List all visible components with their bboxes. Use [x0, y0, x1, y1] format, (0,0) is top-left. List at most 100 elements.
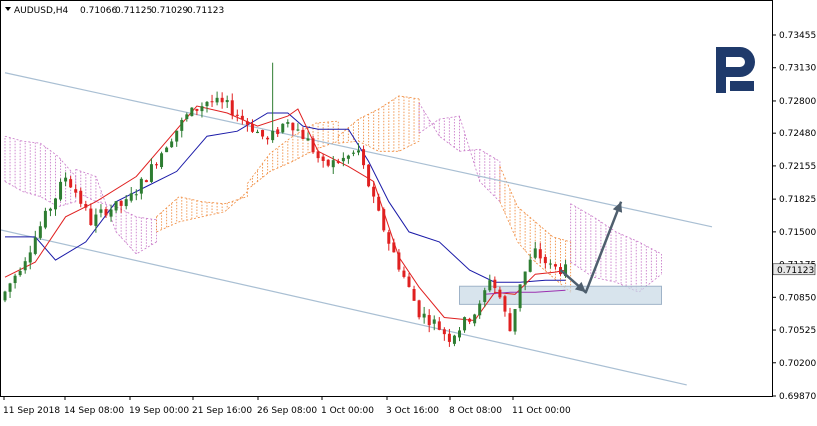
candle-body — [508, 313, 512, 332]
candle-body — [139, 178, 143, 194]
price-tick-label: 0.71825 — [779, 195, 816, 205]
candle-body — [33, 237, 37, 254]
candle-body — [447, 333, 451, 342]
candle-body — [99, 209, 103, 213]
candle-body — [256, 131, 259, 134]
current-price-label: 0.71123 — [772, 263, 816, 276]
senkou-a-line — [418, 102, 501, 162]
price-tick-label: 0.70200 — [779, 359, 816, 369]
support-zone — [459, 285, 662, 305]
senkou-a-line — [156, 196, 248, 218]
candle-body — [427, 315, 431, 326]
candle-body — [13, 275, 17, 284]
chart-header: AUDUSD,H4 0.71066 0.71125 0.71029 0.7112… — [5, 6, 224, 16]
candle-body — [503, 296, 507, 312]
candle-body — [382, 209, 386, 231]
candle-body — [185, 114, 189, 120]
candle-body — [523, 271, 527, 285]
candle-body — [341, 157, 345, 162]
candle-body — [8, 283, 12, 292]
candle-body — [271, 130, 275, 141]
price-tick-label: 0.70850 — [779, 293, 816, 303]
candle-body — [69, 179, 73, 188]
time-tick-label: 19 Sep 00:00 — [129, 406, 189, 416]
price-tick-label: 0.69870 — [779, 392, 816, 402]
candle-body — [89, 208, 93, 225]
candle-body — [321, 156, 325, 161]
candle-body — [165, 147, 169, 153]
candle-body — [306, 138, 310, 141]
senkou-b-line — [4, 135, 77, 177]
candle-body — [79, 190, 83, 204]
candle-body — [493, 279, 497, 289]
menu-triangle-icon[interactable] — [5, 7, 11, 11]
candle-body — [351, 152, 355, 154]
candle-body — [170, 141, 174, 148]
candle-body — [392, 242, 396, 253]
candle-body — [124, 199, 128, 207]
candle-body — [513, 308, 517, 332]
candle-body — [109, 209, 113, 217]
time-tick-label: 26 Sep 08:00 — [257, 406, 317, 416]
price-tick-label: 0.71500 — [779, 228, 816, 238]
candle-body — [488, 280, 492, 291]
high-value: 0.71125 — [115, 6, 152, 16]
candle-body — [498, 289, 502, 298]
price-tick-label: 0.72480 — [779, 129, 816, 139]
candle-body — [296, 129, 300, 131]
candle-body — [564, 264, 568, 277]
candle-body — [417, 300, 421, 318]
candle-body — [372, 186, 376, 197]
candle-body — [286, 122, 290, 124]
candle-body — [54, 198, 57, 210]
candle-body — [533, 248, 537, 258]
senkou-a-line — [247, 140, 339, 190]
candle-body — [261, 129, 265, 137]
candle-body — [220, 97, 224, 103]
candle-body — [119, 200, 123, 206]
candle-body — [281, 123, 285, 133]
low-value: 0.71029 — [151, 6, 188, 16]
candle-body — [473, 314, 477, 324]
candle-body — [478, 303, 482, 316]
candle-body — [64, 177, 68, 182]
candle-body — [402, 270, 406, 277]
candles — [3, 62, 568, 347]
candle-body — [74, 189, 78, 193]
candle-body — [18, 270, 22, 276]
time-tick-label: 1 Oct 00:00 — [321, 406, 374, 416]
price-axis: 0.73455 0.73130 0.72800 0.72480 0.72155 0.718… — [772, 31, 816, 402]
candle-body — [543, 256, 547, 264]
channel-lower-line — [1, 229, 687, 386]
senkou-b-line — [338, 140, 420, 152]
candle-body — [225, 100, 229, 103]
close-value: 0.71123 — [187, 6, 224, 16]
candle-body — [215, 97, 219, 103]
candle-body — [412, 288, 416, 301]
candle-body — [387, 232, 391, 244]
candle-body — [483, 290, 487, 302]
time-tick-label: 14 Sep 08:00 — [64, 406, 124, 416]
candle-body — [346, 155, 350, 159]
price-tick-label: 0.73455 — [779, 31, 816, 41]
candle-body — [452, 335, 456, 344]
senkou-a-line — [570, 203, 662, 255]
candle-body — [437, 321, 441, 330]
candle-body — [276, 129, 280, 135]
candle-body — [553, 264, 557, 267]
candle-body — [362, 149, 366, 166]
candle-body — [210, 101, 214, 103]
time-tick-label: 11 Sep 2018 — [3, 406, 60, 416]
candle-body — [442, 329, 446, 335]
candle-body — [422, 313, 426, 318]
senkou-b-line — [75, 169, 157, 255]
arrow-head-up — [612, 201, 623, 213]
candle-body — [200, 106, 204, 112]
senkou-a-line — [499, 166, 571, 243]
candle-body — [240, 115, 244, 120]
candle-body — [28, 252, 32, 263]
candle-body — [245, 121, 249, 125]
candle-body — [190, 107, 194, 117]
